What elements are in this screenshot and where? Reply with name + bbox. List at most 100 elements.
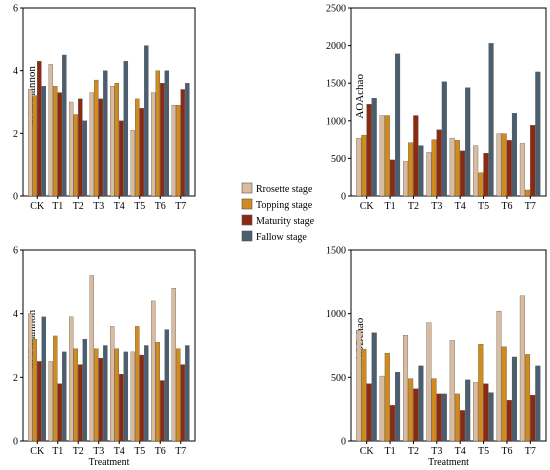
bar-t7-rrosette-stage (171, 104, 176, 197)
bar-t2-rrosette-stage (69, 316, 74, 442)
x-tick-label-t7: T7 (525, 201, 536, 212)
bar-t7-topping-stage (176, 348, 181, 442)
x-tick-label-t1: T1 (52, 446, 63, 457)
bar-t2-topping-stage (73, 114, 78, 197)
bar-t5-maturity-stage (139, 354, 145, 442)
bar-t3-topping-stage (431, 139, 437, 197)
y-tick-label-500: 500 (331, 154, 346, 165)
bar-t6-fallow-stage (164, 70, 170, 197)
plot-frame (350, 249, 547, 442)
bar-t1-rrosette-stage (379, 375, 385, 442)
plot-frame (22, 249, 196, 442)
bar-t4-rrosette-stage (110, 326, 115, 442)
y-tick-label-1500: 1500 (326, 246, 346, 257)
x-tick-label-t7: T7 (175, 446, 186, 457)
bar-t4-fallow-stage (123, 351, 129, 442)
y-tick-label-2: 2 (13, 129, 18, 140)
bar-ck-topping-stage (32, 338, 38, 442)
x-tick-label-t5: T5 (478, 201, 489, 212)
bar-t5-maturity-stage (139, 108, 145, 197)
y-tick-label-4: 4 (13, 309, 18, 320)
bar-t7-rrosette-stage (519, 143, 525, 197)
legend-swatch-topping (241, 198, 253, 210)
bar-t3-topping-stage (94, 79, 99, 197)
bar-t5-topping-stage (135, 326, 140, 442)
x-tick-label-t3: T3 (431, 201, 442, 212)
x-tick-label-t4: T4 (455, 446, 466, 457)
bar-t6-maturity-stage (160, 83, 165, 197)
bar-t3-rrosette-stage (426, 152, 432, 197)
x-tick-label-t5: T5 (478, 446, 489, 457)
bar-ck-rrosette-stage (356, 137, 362, 197)
x-tick-label-t6: T6 (501, 201, 512, 212)
bar-t5-fallow-stage (144, 345, 149, 442)
x-tick-label-ck: CK (30, 201, 45, 212)
bar-t5-fallow-stage (488, 392, 494, 442)
bar-t6-maturity-stage (506, 400, 512, 442)
bar-t3-topping-stage (94, 348, 99, 442)
bar-t7-fallow-stage (535, 71, 541, 197)
bar-t3-maturity-stage (98, 98, 104, 197)
legend-swatch-fallow (241, 230, 253, 242)
bar-t1-maturity-stage (57, 383, 63, 442)
bar-t2-topping-stage (408, 142, 414, 197)
bar-ck-rrosette-stage (356, 330, 362, 442)
x-tick-label-ck: CK (30, 446, 45, 457)
bar-t5-fallow-stage (488, 43, 494, 197)
bar-t7-fallow-stage (185, 83, 190, 197)
bar-t4-maturity-stage (119, 120, 124, 197)
x-tick-label-t1: T1 (385, 201, 396, 212)
bar-t6-rrosette-stage (496, 133, 502, 197)
bar-t1-fallow-stage (395, 53, 401, 197)
plot-frame (22, 7, 196, 197)
chart-aob-shannon: 0246AOBshannonCKT1T2T3T4T5T6T7Treatment (13, 246, 196, 468)
x-tick-label-t6: T6 (155, 446, 166, 457)
x-tick-label-t4: T4 (455, 201, 466, 212)
x-tick-label-t3: T3 (93, 201, 104, 212)
bar-t5-maturity-stage (483, 152, 489, 197)
bar-t7-maturity-stage (530, 125, 536, 197)
bar-t7-maturity-stage (530, 395, 536, 442)
bar-t1-topping-stage (384, 352, 390, 442)
x-tick-label-t2: T2 (408, 446, 419, 457)
y-tick-label-6: 6 (13, 246, 18, 257)
y-tick-label-2500: 2500 (326, 4, 346, 15)
y-tick-label-500: 500 (331, 373, 346, 384)
x-tick-label-t7: T7 (525, 446, 536, 457)
chart-aoa-chao: 0 500 1000 1500 2000 2500 AOAchao CK T1 T2 T3 T4 T5 T… (326, 4, 547, 212)
bar-t7-topping-stage (525, 354, 531, 442)
bar-t3-fallow-stage (103, 70, 108, 197)
bar-ck-maturity-stage (37, 61, 42, 197)
x-tick-label-t2: T2 (408, 201, 419, 212)
x-tick-label-t4: T4 (114, 446, 125, 457)
bar-ck-fallow-stage (41, 316, 47, 442)
bar-t3-maturity-stage (98, 358, 104, 442)
x-tick-label-ck: CK (360, 201, 375, 212)
x-tick-label-t3: T3 (93, 446, 104, 457)
bar-t4-maturity-stage (119, 373, 124, 442)
bar-t1-topping-stage (384, 115, 390, 197)
bar-t7-rrosette-stage (171, 288, 176, 442)
bar-t2-maturity-stage (78, 364, 83, 442)
bar-t1-maturity-stage (57, 92, 63, 197)
bar-t3-maturity-stage (436, 129, 442, 197)
bar-ck-maturity-stage (366, 104, 372, 197)
bar-t2-topping-stage (408, 378, 414, 442)
bar-t2-rrosette-stage (402, 335, 409, 442)
bar-t5-fallow-stage (144, 45, 149, 197)
bar-t3-fallow-stage (441, 393, 447, 442)
bar-t5-rrosette-stage (130, 130, 135, 197)
bar-t5-maturity-stage (483, 383, 489, 442)
bar-t3-topping-stage (431, 378, 437, 442)
bar-ck-rrosette-stage (28, 313, 33, 442)
bar-t6-fallow-stage (164, 329, 170, 442)
y-tick-label-0: 0 (341, 192, 346, 203)
x-tick-label-t6: T6 (501, 446, 512, 457)
bar-t7-fallow-stage (185, 345, 190, 442)
y-tick-label-0: 0 (13, 192, 18, 203)
bar-t2-maturity-stage (413, 115, 419, 197)
bar-t6-topping-stage (155, 70, 161, 197)
bar-t5-topping-stage (478, 172, 484, 197)
bar-ck-fallow-stage (371, 98, 377, 197)
